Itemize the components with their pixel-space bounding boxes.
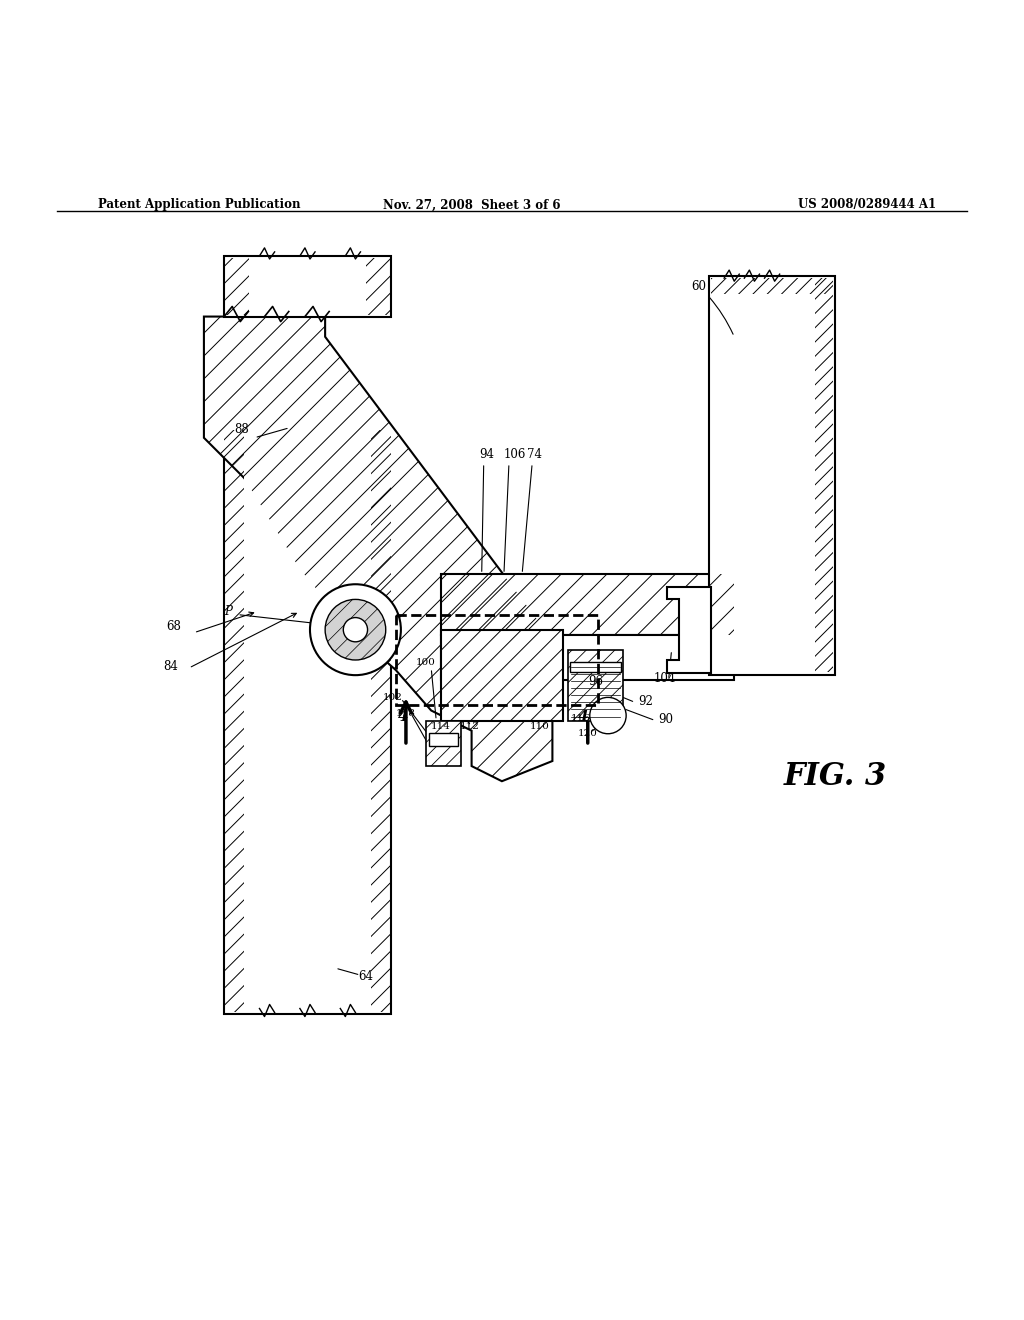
Text: Nov. 27, 2008  Sheet 3 of 6: Nov. 27, 2008 Sheet 3 of 6 (383, 198, 560, 211)
Text: 114: 114 (431, 722, 451, 731)
Polygon shape (426, 721, 462, 766)
Polygon shape (224, 428, 391, 1014)
Polygon shape (224, 430, 245, 1011)
Text: 96: 96 (588, 676, 603, 688)
Polygon shape (429, 733, 459, 746)
Text: 102: 102 (383, 693, 402, 702)
Polygon shape (815, 279, 834, 672)
Text: 60: 60 (691, 280, 733, 334)
Polygon shape (567, 649, 624, 721)
Circle shape (590, 697, 626, 734)
Polygon shape (224, 257, 250, 314)
Polygon shape (366, 257, 391, 314)
Polygon shape (667, 587, 711, 673)
Text: P: P (224, 605, 232, 618)
Text: 100: 100 (416, 659, 436, 667)
Polygon shape (441, 574, 734, 635)
Text: 88: 88 (234, 422, 249, 436)
Circle shape (343, 618, 368, 642)
Text: 4: 4 (398, 710, 409, 723)
Text: 92: 92 (638, 696, 653, 709)
Text: 104: 104 (653, 672, 676, 685)
Polygon shape (326, 599, 386, 660)
Circle shape (310, 585, 400, 675)
Polygon shape (441, 630, 562, 721)
Text: 4: 4 (578, 710, 588, 723)
Text: 120: 120 (578, 729, 598, 738)
Polygon shape (204, 317, 552, 781)
Text: 106: 106 (504, 447, 526, 461)
Text: 74: 74 (527, 447, 542, 461)
Text: 112: 112 (460, 722, 479, 731)
Polygon shape (441, 630, 562, 721)
Text: 94: 94 (479, 447, 495, 461)
Polygon shape (569, 663, 622, 672)
Circle shape (326, 599, 386, 660)
Text: 118: 118 (396, 709, 416, 718)
Text: 64: 64 (358, 970, 374, 983)
Text: 116: 116 (570, 714, 591, 722)
Polygon shape (371, 430, 391, 1011)
Polygon shape (245, 430, 371, 1011)
Text: US 2008/0289444 A1: US 2008/0289444 A1 (798, 198, 936, 211)
Polygon shape (711, 279, 834, 294)
Polygon shape (441, 574, 734, 635)
Polygon shape (567, 649, 624, 721)
Polygon shape (204, 317, 552, 781)
Text: 84: 84 (164, 660, 178, 673)
Text: Patent Application Publication: Patent Application Publication (98, 198, 300, 211)
Polygon shape (709, 276, 836, 675)
Text: 68: 68 (167, 619, 181, 632)
Text: 110: 110 (530, 722, 550, 731)
Polygon shape (224, 256, 391, 317)
Polygon shape (426, 721, 462, 766)
Text: 90: 90 (658, 713, 674, 726)
Text: FIG. 3: FIG. 3 (783, 760, 887, 792)
Polygon shape (441, 635, 734, 680)
